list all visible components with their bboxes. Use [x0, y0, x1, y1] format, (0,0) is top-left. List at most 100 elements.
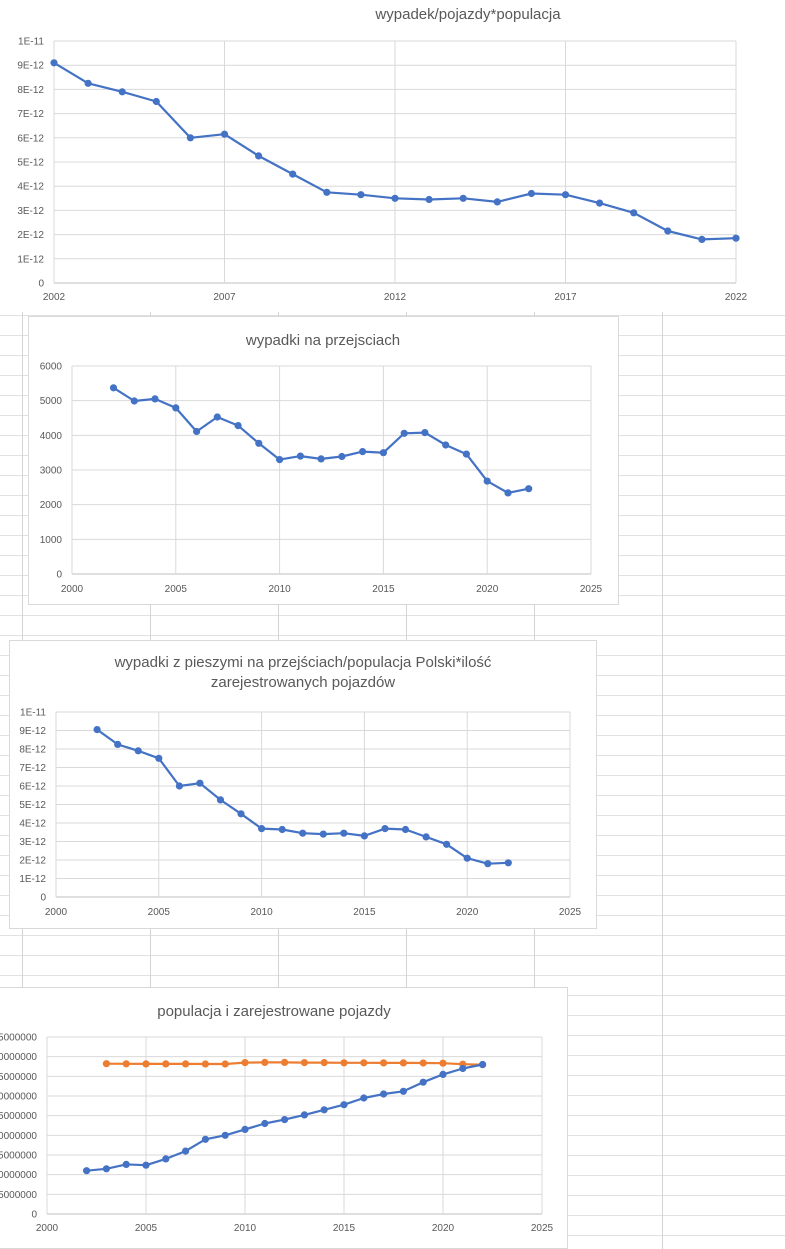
- data-point: [320, 1106, 328, 1114]
- chart-population-and-vehicles[interactable]: populacja i zarejestrowane pojazdy 0 50000…: [0, 987, 568, 1249]
- x-tick-label: 2020: [432, 1223, 455, 1234]
- data-point: [360, 1094, 368, 1102]
- data-point: [381, 825, 389, 833]
- y-tick-label: 1E-11: [18, 37, 44, 48]
- data-point: [425, 195, 433, 204]
- y-tick-label: 4E-12: [19, 819, 46, 830]
- chart-title: zarejestrowanych pojazdów: [211, 674, 395, 691]
- data-point: [237, 810, 245, 818]
- data-point: [493, 198, 501, 206]
- x-tick-label: 2015: [333, 1223, 356, 1234]
- data-point: [340, 1101, 348, 1109]
- chart-3-svg: wypadki z pieszymi na przejściach/popula…: [19, 654, 581, 918]
- x-tick-label: 2017: [554, 292, 577, 303]
- data-point: [399, 1087, 407, 1095]
- data-point: [172, 404, 180, 412]
- data-point: [300, 1111, 308, 1119]
- y-tick-label: 6000: [40, 362, 63, 373]
- y-tick-label: 1E-12: [19, 874, 46, 885]
- data-point: [399, 1059, 407, 1067]
- data-point: [280, 1058, 289, 1067]
- data-point: [155, 754, 163, 762]
- y-tick-label: 5E-12: [17, 158, 44, 169]
- data-point: [698, 235, 706, 243]
- data-point: [193, 427, 201, 436]
- y-tick-label: 4E-12: [17, 182, 44, 193]
- y-tick-label: 0: [40, 893, 46, 904]
- chart-accident-rate-per-vehicles-population[interactable]: wypadek/pojazdy*populacja 0 1E-12 2E-12 3E-1…: [0, 0, 785, 312]
- data-point: [391, 194, 399, 202]
- data-point: [152, 97, 160, 106]
- data-point: [357, 191, 365, 199]
- data-point: [664, 227, 672, 235]
- x-tick-label: 2000: [45, 907, 68, 918]
- data-point: [220, 130, 229, 138]
- y-tick-label: 8E-12: [17, 85, 44, 96]
- x-tick-label: 2015: [372, 584, 395, 595]
- data-point: [422, 833, 430, 841]
- y-tick-label: 25000000: [0, 1111, 37, 1122]
- data-point: [201, 1060, 209, 1068]
- y-tick-label: 0: [31, 1210, 37, 1221]
- data-point: [439, 1070, 447, 1079]
- data-point: [478, 1060, 487, 1069]
- y-tick-label: 6E-12: [17, 133, 44, 144]
- chart-crossing-accidents[interactable]: wypadki na przejsciach 0 1000 2000 3000 4000 5…: [28, 316, 619, 605]
- data-point: [109, 384, 118, 392]
- data-point: [241, 1125, 249, 1133]
- y-tick-label: 7E-12: [17, 109, 44, 120]
- x-tick-label: 2007: [213, 292, 236, 303]
- data-point: [484, 860, 492, 868]
- data-point: [114, 740, 122, 749]
- data-point: [254, 152, 263, 160]
- chart-title: populacja i zarejestrowane pojazdy: [157, 1003, 391, 1020]
- data-point: [175, 782, 183, 790]
- data-point: [504, 859, 512, 867]
- data-point: [483, 477, 491, 485]
- data-point: [300, 1059, 308, 1067]
- data-point: [630, 209, 638, 217]
- data-point: [459, 194, 467, 202]
- data-point: [561, 191, 570, 199]
- data-point: [340, 829, 348, 837]
- x-tick-label: 2010: [250, 907, 273, 918]
- y-tick-label: 1000: [40, 535, 63, 546]
- data-point: [338, 452, 346, 461]
- data-point: [142, 1161, 150, 1169]
- data-point: [525, 485, 533, 493]
- y-tick-label: 6E-12: [19, 782, 46, 793]
- data-point: [442, 840, 451, 848]
- x-tick-label: 2025: [580, 584, 603, 595]
- data-point: [421, 429, 429, 437]
- y-tick-label: 10000000: [0, 1170, 37, 1181]
- data-point: [289, 170, 297, 178]
- x-tick-label: 2005: [135, 1223, 158, 1234]
- data-point: [317, 455, 325, 463]
- data-point: [216, 796, 225, 804]
- data-point: [182, 1060, 190, 1068]
- data-point: [319, 830, 327, 838]
- x-tick-label: 2005: [148, 907, 171, 918]
- chart-pedestrian-crossing-accidents-ratio[interactable]: wypadki z pieszymi na przejściach/popula…: [9, 640, 597, 929]
- x-tick-label: 2020: [456, 907, 479, 918]
- data-point: [296, 452, 304, 460]
- data-point: [595, 199, 604, 207]
- y-tick-label: 5000000: [0, 1190, 37, 1201]
- x-tick-label: 2000: [36, 1223, 59, 1234]
- data-point: [299, 829, 307, 837]
- data-point: [213, 413, 221, 421]
- data-point: [118, 88, 126, 96]
- data-point: [419, 1078, 427, 1086]
- data-point: [401, 825, 410, 834]
- data-point: [102, 1165, 111, 1173]
- x-tick-label: 2005: [165, 584, 188, 595]
- data-point: [379, 449, 387, 457]
- x-tick-label: 2015: [353, 907, 376, 918]
- data-point: [130, 397, 138, 405]
- data-point: [122, 1060, 130, 1068]
- data-point: [261, 1058, 269, 1067]
- y-tick-label: 40000000: [0, 1052, 37, 1063]
- y-tick-label: 8E-12: [19, 745, 46, 756]
- data-point: [234, 422, 242, 430]
- y-tick-label: 5000: [40, 396, 63, 407]
